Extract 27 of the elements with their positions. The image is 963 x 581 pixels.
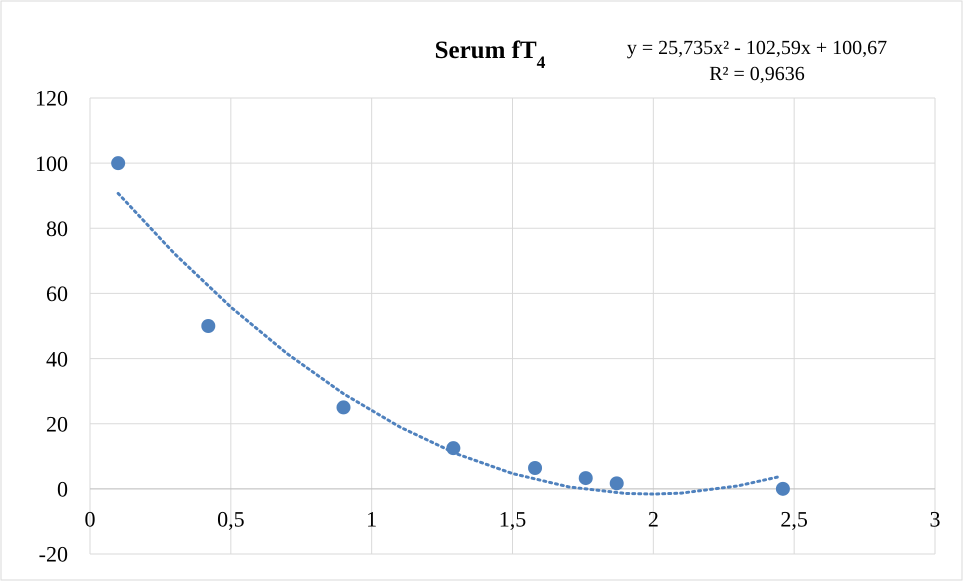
text: R² = 0,9636 bbox=[709, 63, 805, 85]
y-tick-label: 40 bbox=[46, 346, 68, 372]
text: y = 25,735x² - 102,59x + 100,67 bbox=[626, 37, 888, 59]
x-tick-label: 1 bbox=[366, 506, 378, 532]
x-tick-label: 1,5 bbox=[498, 506, 526, 532]
x-tick-label: 2,5 bbox=[780, 506, 808, 532]
line-series bbox=[116, 192, 782, 496]
y-tick-label: 100 bbox=[35, 150, 68, 176]
point bbox=[111, 156, 126, 170]
chart-title: Serum fT$_{4}$ bbox=[434, 37, 546, 72]
y-tick-label: 0 bbox=[57, 476, 68, 502]
y-tick-label: 60 bbox=[46, 281, 68, 306]
point bbox=[201, 319, 216, 333]
x-tick-label: 2 bbox=[648, 506, 659, 532]
x-tick-label: 0,5 bbox=[217, 506, 245, 532]
y-tick-label: -20 bbox=[38, 542, 68, 567]
y-tick-label: 120 bbox=[35, 86, 68, 111]
point bbox=[610, 476, 624, 490]
y-tick-label: 20 bbox=[46, 411, 68, 436]
point bbox=[578, 471, 593, 486]
x-tick-label: 3 bbox=[930, 506, 940, 532]
x-tick-label: 0 bbox=[84, 506, 96, 532]
point bbox=[528, 461, 542, 476]
point bbox=[336, 400, 350, 414]
point bbox=[776, 482, 790, 496]
point bbox=[446, 441, 460, 456]
y-tick-label: 80 bbox=[46, 216, 68, 241]
